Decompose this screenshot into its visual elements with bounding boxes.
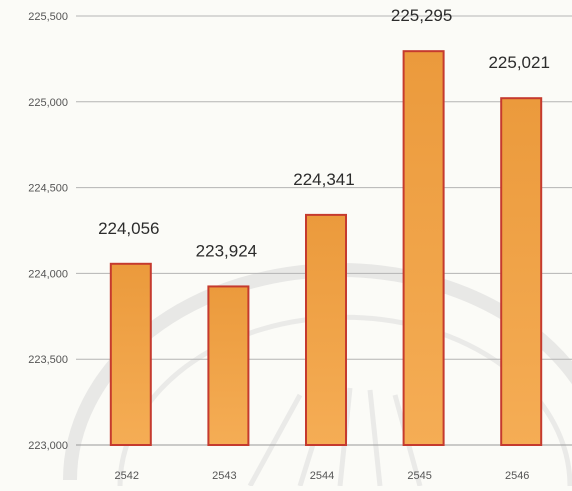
x-tick-label: 2546	[505, 470, 529, 482]
y-tick-label: 225,000	[28, 97, 68, 109]
bar	[305, 213, 347, 446]
bar-data-label: 224,341	[293, 170, 354, 189]
y-tick-label: 223,000	[28, 440, 68, 452]
bars	[109, 50, 543, 446]
bar-data-label: 224,056	[98, 219, 159, 238]
bar-data-label: 225,295	[391, 6, 452, 25]
y-axis-ticks: 223,000 223,500 224,000 224,500 225,000 225,5…	[28, 11, 68, 452]
y-tick-label: 225,500	[28, 11, 68, 23]
y-tick-label: 224,000	[28, 268, 68, 280]
x-tick-label: 2543	[212, 470, 236, 482]
x-axis-ticks: 2542 2543 2544 2545 2546	[115, 470, 530, 482]
y-tick-label: 223,500	[28, 354, 68, 366]
x-tick-label: 2545	[407, 470, 431, 482]
data-labels: 224,056 223,924 224,341 225,295 225,021	[98, 6, 550, 260]
bar	[402, 50, 445, 446]
bar-data-label: 223,924	[196, 241, 257, 260]
bar	[207, 285, 250, 446]
bar	[109, 262, 152, 446]
x-tick-label: 2544	[310, 470, 334, 482]
bar	[500, 97, 543, 446]
x-tick-label: 2542	[115, 470, 139, 482]
y-tick-label: 224,500	[28, 183, 68, 195]
bar-data-label: 225,021	[488, 53, 549, 72]
